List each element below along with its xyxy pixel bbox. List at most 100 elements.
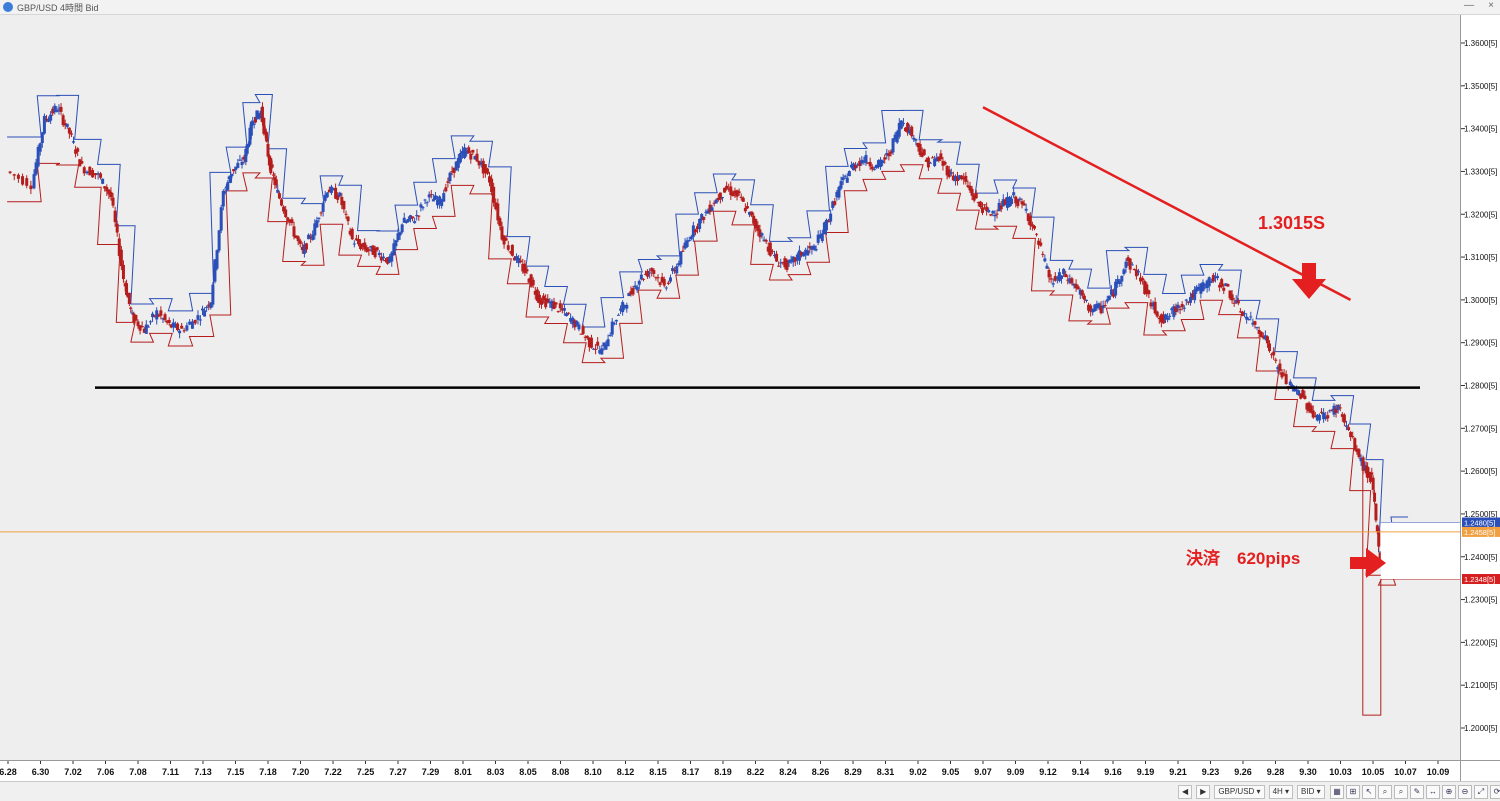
candle-body xyxy=(733,190,737,194)
time-tick-label: 8.08 xyxy=(552,767,570,777)
candle-body xyxy=(262,117,266,134)
chart-tool-icon[interactable]: ⊕ xyxy=(1442,785,1456,799)
candle-body xyxy=(1074,283,1078,289)
candle-body xyxy=(129,307,133,309)
candle-body xyxy=(398,232,402,236)
close-button[interactable]: × xyxy=(1488,0,1494,11)
candle-body xyxy=(32,174,36,189)
time-tick-label: 7.25 xyxy=(357,767,375,777)
price-axis[interactable]: 1.3600[5] 1.3500[5] 1.3400[5] 1.3300[5] 1.32… xyxy=(1460,15,1500,760)
chart-tool-icon[interactable]: ⊖ xyxy=(1458,785,1472,799)
candle-body xyxy=(444,187,448,192)
price-type-select[interactable]: BID ▾ xyxy=(1297,785,1325,799)
chart-statusbar: ◀ ▶ GBP/USD ▾ 4H ▾ BID ▾ ▦⊞↖⌕⌕✎↔⊕⊖⤢⟳↕ xyxy=(0,781,1500,801)
candle-body xyxy=(668,277,672,282)
candle-body xyxy=(29,185,33,190)
price-tick-label: 1.2900[5] xyxy=(1464,339,1497,348)
candle-body xyxy=(743,207,747,212)
chart-tool-icon[interactable]: ▦ xyxy=(1330,785,1344,799)
candle-body xyxy=(111,197,115,206)
candle-body xyxy=(889,151,893,154)
chart-tool-icon[interactable]: ⊞ xyxy=(1346,785,1360,799)
candle-body xyxy=(922,149,926,155)
candle-body xyxy=(937,156,941,161)
candle-body xyxy=(1145,284,1149,295)
candle-body xyxy=(1093,304,1097,312)
candle-body xyxy=(696,226,700,230)
candle-body xyxy=(1062,268,1066,275)
candle-body xyxy=(1082,295,1086,300)
candle-body xyxy=(589,337,593,348)
candle-body xyxy=(987,210,991,213)
candle-body xyxy=(1068,278,1072,283)
candle-body xyxy=(933,158,937,167)
chart-tool-icon[interactable]: ↖ xyxy=(1362,785,1376,799)
candle-body xyxy=(700,214,704,221)
candle-body xyxy=(685,240,689,247)
candle-body xyxy=(240,161,244,165)
candle-body xyxy=(698,219,702,229)
window-controls: — × xyxy=(1464,0,1494,11)
time-axis[interactable]: 6.28 6.30 7.02 7.06 7.08 7.11 7.13 7.15 7.18 7.20… xyxy=(0,760,1482,781)
candle-body xyxy=(901,122,905,124)
candle-body xyxy=(1263,335,1267,340)
candle-body xyxy=(485,168,489,174)
scroll-right-button[interactable]: ▶ xyxy=(1196,785,1211,799)
candle-body xyxy=(1224,283,1228,287)
candle-body xyxy=(800,251,804,256)
candle-body xyxy=(1272,351,1276,356)
scroll-left-button[interactable]: ◀ xyxy=(1178,785,1193,799)
candle-body xyxy=(274,179,278,186)
candle-body xyxy=(1097,303,1101,308)
candle-body xyxy=(74,149,78,154)
candle-body xyxy=(1120,275,1124,282)
chart-tool-icon[interactable]: ⟳ xyxy=(1490,785,1500,799)
candle-body xyxy=(806,250,810,256)
candle-body xyxy=(1324,416,1328,419)
candle-body xyxy=(406,219,410,222)
candle-body xyxy=(760,233,764,236)
candle-body xyxy=(34,162,38,175)
candle-body xyxy=(450,171,454,173)
candle-body xyxy=(1060,275,1064,279)
candle-body xyxy=(140,326,144,328)
candle-body xyxy=(629,291,633,295)
candle-body xyxy=(1101,305,1105,309)
candle-body xyxy=(627,293,631,297)
chart-tool-icon[interactable]: ⌕ xyxy=(1378,785,1392,799)
candle-body xyxy=(1367,471,1371,473)
candle-body xyxy=(804,249,808,255)
candle-body xyxy=(1022,203,1026,206)
candle-body xyxy=(211,284,215,305)
chart-tool-icon[interactable]: ↔ xyxy=(1426,785,1440,799)
price-tick-label: 1.2100[5] xyxy=(1464,681,1497,690)
candle-body xyxy=(912,137,916,140)
candle-body xyxy=(1180,304,1184,308)
candle-body xyxy=(1026,213,1030,222)
chart-tool-icon[interactable]: ⤢ xyxy=(1474,785,1488,799)
candle-body xyxy=(1010,198,1014,204)
candle-body xyxy=(1303,395,1307,400)
candle-body xyxy=(833,201,837,205)
minimize-button[interactable]: — xyxy=(1464,0,1475,11)
time-tick-label: 10.05 xyxy=(1362,767,1385,777)
candle-body xyxy=(454,161,458,171)
candle-body xyxy=(1249,316,1253,318)
candle-body xyxy=(1070,278,1074,284)
chart-tool-icon[interactable]: ✎ xyxy=(1410,785,1424,799)
candle-body xyxy=(442,193,446,202)
timeframe-select[interactable]: 4H ▾ xyxy=(1268,785,1294,799)
candle-body xyxy=(40,132,44,144)
candle-body xyxy=(1342,414,1346,423)
candle-body xyxy=(245,144,249,154)
chart-plot-area[interactable] xyxy=(0,15,1460,760)
candle-body xyxy=(683,242,687,249)
candle-body xyxy=(962,177,966,180)
candle-body xyxy=(332,188,336,190)
chart-tool-icon[interactable]: ⌕ xyxy=(1394,785,1408,799)
price-tick-label: 1.2500[5] xyxy=(1464,510,1497,519)
candle-body xyxy=(552,301,556,310)
symbol-select[interactable]: GBP/USD ▾ xyxy=(1214,785,1265,799)
candle-body xyxy=(469,153,473,160)
time-tick-label: 8.12 xyxy=(617,767,635,777)
